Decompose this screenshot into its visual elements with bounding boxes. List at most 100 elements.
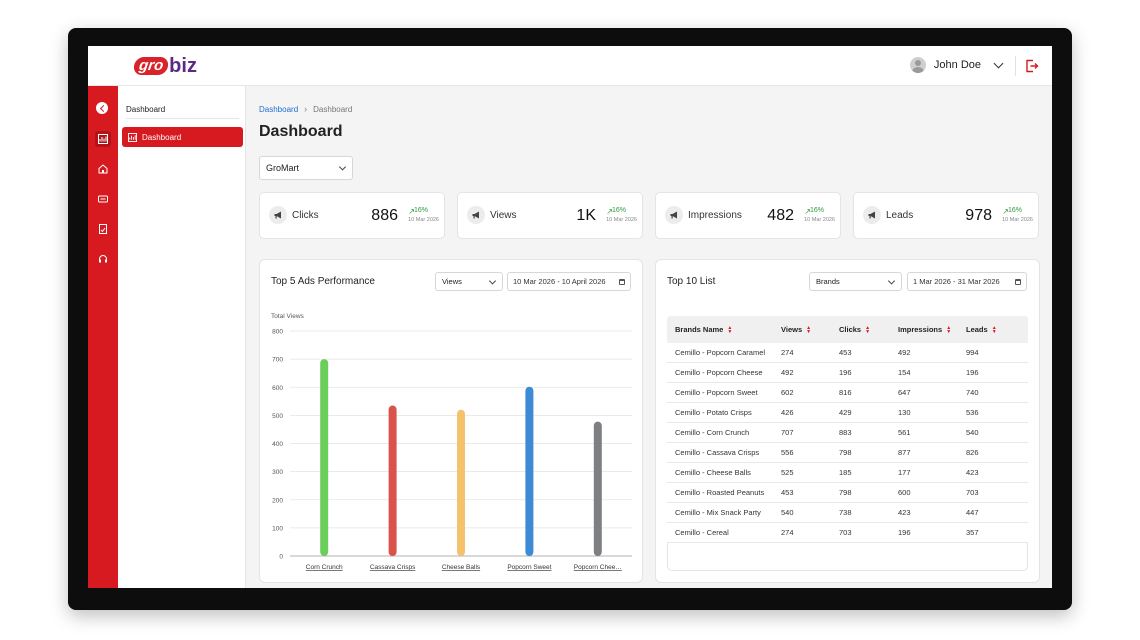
dashboard-icon — [128, 132, 137, 142]
y-axis-label: Total Views — [271, 313, 305, 320]
kpi-date: 10 Mar 2026 — [606, 217, 637, 223]
sort-icon: ▲ ▼ — [991, 325, 997, 335]
kpi-change: 16% — [809, 207, 824, 214]
ads-date-range-picker[interactable]: 10 Mar 2026 - 10 April 2026 — [507, 272, 631, 291]
table-cell: Cemillo - Cereal — [675, 528, 729, 537]
bar[interactable] — [320, 359, 329, 556]
table-cell: 423 — [898, 508, 911, 517]
kpi-value: 1K — [576, 207, 596, 224]
logout-icon[interactable] — [1025, 59, 1039, 73]
table-cell: 453 — [839, 348, 852, 357]
kpi-change: 16% — [413, 207, 428, 214]
table-cell: 154 — [898, 368, 911, 377]
category-select[interactable]: Brands — [809, 272, 902, 291]
megaphone-icon — [269, 206, 287, 224]
kpi-date: 10 Mar 2026 — [804, 217, 835, 223]
column-header-brands[interactable]: Brands Name ▲ ▼ — [667, 325, 781, 335]
megaphone-icon — [863, 206, 881, 224]
table-cell: 447 — [966, 508, 979, 517]
column-header-impressions[interactable]: Impressions ▲ ▼ — [898, 324, 966, 335]
collapse-sidebar-button[interactable] — [96, 102, 108, 114]
sidebar-item-dashboard[interactable]: Dashboard — [122, 127, 243, 147]
table-row[interactable]: Cemillo - Popcorn Cheese 492 196 154 196 — [667, 363, 1028, 383]
user-menu[interactable]: John Doe — [909, 57, 1004, 73]
table-cell: 602 — [781, 388, 794, 397]
table-row[interactable]: Cemillo - Cereal 274 703 196 357 — [667, 523, 1028, 543]
y-tick-label: 700 — [272, 357, 283, 364]
table-row[interactable]: Cemillo - Cheese Balls 525 185 177 423 — [667, 463, 1028, 483]
calendar-icon — [619, 279, 625, 285]
kpi-card-views: Views 1K ↗ 16% 10 Mar 2026 — [457, 192, 643, 239]
table-row[interactable]: Cemillo - Roasted Peanuts 453 798 600 703 — [667, 483, 1028, 503]
table-row[interactable]: Cemillo - Cassava Crisps 556 798 877 826 — [667, 443, 1028, 463]
megaphone-icon — [665, 206, 683, 224]
bar[interactable] — [593, 421, 602, 556]
table-cell: 185 — [839, 468, 852, 477]
column-header-leads[interactable]: Leads ▲ ▼ — [966, 324, 1026, 335]
chevron-down-icon — [887, 276, 896, 285]
table-cell: 883 — [839, 428, 852, 437]
ads-icon[interactable] — [95, 191, 111, 207]
table-cell: Cemillo - Corn Crunch — [675, 428, 750, 437]
column-header-label: Leads — [966, 324, 988, 334]
reports-icon[interactable] — [95, 221, 111, 237]
table-cell: 740 — [966, 388, 979, 397]
table-cell: 274 — [781, 528, 794, 537]
grobiz-logo[interactable]: gro biz — [132, 54, 197, 78]
table-cell: Cemillo - Popcorn Sweet — [675, 388, 758, 397]
table-cell: 600 — [898, 488, 911, 497]
breadcrumb-link-dashboard[interactable]: Dashboard — [259, 104, 299, 114]
table-row[interactable]: Cemillo - Corn Crunch 707 883 561 540 — [667, 423, 1028, 443]
divider — [126, 118, 239, 119]
breadcrumb: Dashboard › Dashboard — [259, 104, 352, 114]
table-cell: 561 — [898, 428, 911, 437]
store-icon[interactable] — [95, 161, 111, 177]
sidebar-section-title: Dashboard — [126, 105, 166, 114]
table-row[interactable]: Cemillo - Popcorn Sweet 602 816 647 740 — [667, 383, 1028, 403]
table-row[interactable]: Cemillo - Popcorn Caramel 274 453 492 994 — [667, 343, 1028, 363]
calendar-icon — [1015, 279, 1021, 285]
sidebar-item-label: Dashboard — [142, 132, 182, 142]
table-cell: 703 — [966, 488, 979, 497]
table-cell: 274 — [781, 348, 794, 357]
chevron-down-icon — [993, 58, 1004, 68]
bar[interactable] — [457, 409, 465, 556]
table-cell: 492 — [781, 368, 794, 377]
table-cell: 540 — [781, 508, 794, 517]
table-cell: 816 — [839, 388, 852, 397]
kpi-card-impressions: Impressions 482 ↗ 16% 10 Mar 2026 — [655, 192, 841, 239]
table-cell: 196 — [898, 528, 911, 537]
top10-date-range-picker[interactable]: 1 Mar 2026 - 31 Mar 2026 — [907, 272, 1027, 291]
table-cell: 453 — [781, 488, 794, 497]
kpi-label: Views — [490, 210, 517, 221]
table-cell: Cemillo - Popcorn Caramel — [675, 348, 766, 357]
x-tick-label: Corn Crunch — [306, 564, 343, 571]
kpi-label: Leads — [886, 210, 914, 221]
table-cell: 738 — [839, 508, 852, 517]
table-cell: 196 — [966, 368, 979, 377]
table-row[interactable]: Cemillo - Potato Crisps 426 429 130 536 — [667, 403, 1028, 423]
x-tick-label: Popcorn Chee… — [574, 564, 622, 571]
dashboard-icon[interactable] — [95, 131, 111, 147]
bar[interactable] — [525, 386, 534, 556]
megaphone-icon — [467, 206, 485, 224]
metric-select[interactable]: Views — [435, 272, 503, 291]
date-range-value: 1 Mar 2026 - 31 Mar 2026 — [913, 277, 1000, 286]
table-cell: 798 — [839, 488, 852, 497]
kpi-card-leads: Leads 978 ↗ 16% 10 Mar 2026 — [853, 192, 1039, 239]
table-cell: 423 — [966, 468, 979, 477]
store-select[interactable]: GroMart — [259, 156, 353, 180]
top-bar: gro biz John Doe — [88, 46, 1052, 86]
bar[interactable] — [388, 405, 397, 556]
user-name: John Doe — [933, 59, 981, 71]
column-header-clicks[interactable]: Clicks ▲ ▼ — [839, 324, 898, 335]
table-row[interactable]: Cemillo - Mix Snack Party 540 738 423 447 — [667, 503, 1028, 523]
y-tick-label: 100 — [272, 525, 283, 532]
column-header-label: Clicks — [839, 324, 862, 334]
support-icon[interactable] — [95, 251, 111, 267]
panel-title: Top 10 List — [667, 276, 716, 287]
column-header-label: Impressions — [898, 324, 943, 334]
x-tick-label: Popcorn Sweet — [507, 564, 551, 571]
column-header-views[interactable]: Views ▲ ▼ — [781, 325, 839, 335]
date-range-value: 10 Mar 2026 - 10 April 2026 — [513, 277, 606, 286]
